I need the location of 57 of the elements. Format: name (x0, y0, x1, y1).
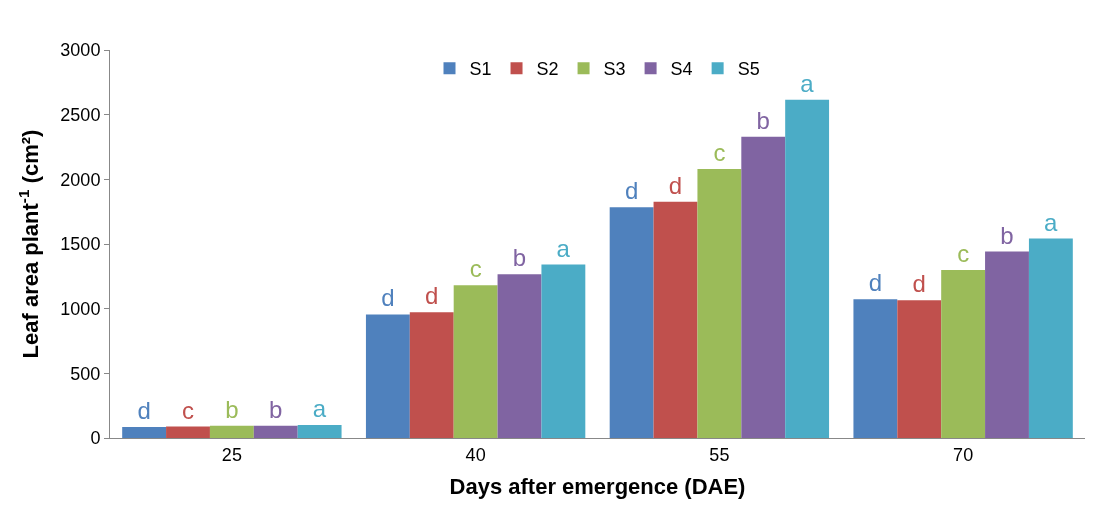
data-label: c (182, 396, 194, 424)
data-label: b (269, 395, 283, 423)
data-label: a (1043, 208, 1058, 236)
legend-label: S1 (469, 59, 492, 80)
bar (1028, 238, 1073, 438)
legend-label: S5 (737, 59, 760, 80)
y-tick-label: 500 (70, 363, 101, 384)
x-tick-label: 25 (221, 444, 242, 465)
bar (166, 426, 210, 438)
data-label: d (381, 284, 395, 312)
data-label: b (225, 395, 239, 423)
y-tick-label: 0 (90, 428, 101, 449)
data-label: a (800, 69, 815, 97)
data-label: a (556, 234, 571, 262)
data-label: b (1000, 221, 1014, 249)
data-label: b (756, 106, 770, 134)
bar (941, 270, 986, 438)
data-label: d (912, 270, 926, 298)
bar (785, 99, 830, 438)
bar (985, 251, 1029, 438)
bar (453, 285, 498, 438)
bar (853, 299, 898, 438)
data-label: d (668, 171, 683, 199)
bar (653, 201, 698, 438)
bar (609, 207, 654, 438)
bar (741, 136, 786, 438)
bar (897, 300, 942, 438)
data-label: d (425, 282, 439, 310)
bar (541, 264, 586, 438)
data-label: c (469, 255, 482, 283)
data-label: d (868, 269, 883, 297)
data-label: c (957, 240, 970, 267)
x-tick-label: 40 (465, 444, 486, 465)
y-tick-label: 2000 (60, 169, 101, 190)
bar (697, 169, 742, 438)
bar (409, 312, 454, 438)
bar (122, 427, 167, 438)
data-label: d (137, 397, 151, 425)
bar (365, 314, 410, 438)
data-label: a (312, 395, 327, 423)
x-axis-title: Days after emergence (DAE) (449, 474, 746, 500)
bar (497, 274, 542, 438)
y-tick-label: 2500 (60, 104, 101, 125)
y-tick-label: 1500 (60, 234, 101, 255)
data-label: d (624, 177, 639, 205)
legend-label: S2 (536, 59, 559, 80)
bar (209, 425, 254, 438)
legend-label: S3 (603, 59, 626, 80)
bar (253, 425, 298, 438)
legend-label: S4 (670, 59, 693, 80)
y-tick-label: 1000 (60, 298, 101, 319)
data-label: b (512, 244, 527, 272)
x-tick-label: 55 (709, 444, 730, 465)
data-label: c (713, 139, 726, 167)
x-tick-label: 70 (953, 444, 974, 465)
bar (297, 425, 342, 438)
y-tick-label: 3000 (60, 40, 101, 61)
